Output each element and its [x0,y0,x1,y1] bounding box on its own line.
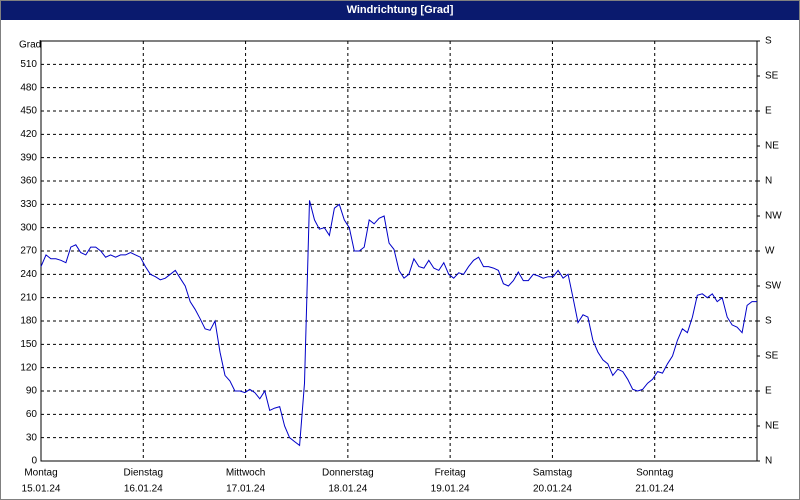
x-tick-label: Samstag [533,468,572,479]
y2-tick-label: NE [765,141,779,152]
x-date-label: 20.01.24 [533,484,572,495]
x-date-label: 19.01.24 [431,484,470,495]
y-axis-label: Grad [19,40,41,51]
y2-tick-label: S [765,316,772,327]
x-date-label: 21.01.24 [635,484,674,495]
y2-tick-label: W [765,246,775,257]
x-date-label: 18.01.24 [328,484,367,495]
y-tick-label: 150 [20,339,37,350]
data-line [40,200,757,447]
y2-tick-label: SE [765,71,779,82]
x-tick-label: Mittwoch [226,468,265,479]
y-tick-label: 210 [20,292,37,303]
title-bar: Windrichtung [Grad] [1,1,799,20]
y-tick-label: 240 [20,269,37,280]
x-date-label: 17.01.24 [226,484,265,495]
y2-tick-label: E [765,386,772,397]
y-tick-label: 330 [20,199,37,210]
x-tick-label: Donnerstag [322,468,374,479]
y-tick-label: 390 [20,152,37,163]
y2-tick-label: NE [765,421,779,432]
y2-tick-label: S [765,36,772,47]
y2-tick-label: SW [765,281,782,292]
y-tick-label: 90 [26,386,38,397]
x-tick-label: Sonntag [636,468,673,479]
y-tick-label: 360 [20,176,37,187]
y-tick-label: 450 [20,106,37,117]
x-date-label: 15.01.24 [22,484,61,495]
y-tick-label: 60 [26,409,38,420]
y-tick-label: 480 [20,82,37,93]
x-tick-label: Montag [24,468,57,479]
y2-tick-label: E [765,106,772,117]
x-tick-label: Freitag [435,468,466,479]
x-date-label: 16.01.24 [124,484,163,495]
y-tick-label: 0 [31,456,37,467]
x-tick-label: Dienstag [124,468,163,479]
y-tick-label: 300 [20,222,37,233]
y-tick-label: 510 [20,59,37,70]
y-tick-label: 120 [20,362,37,373]
y-tick-label: 30 [26,432,38,443]
y-tick-label: 270 [20,246,37,257]
y2-tick-label: N [765,176,772,187]
y2-tick-label: N [765,456,772,467]
y2-tick-label: NW [765,211,782,222]
y2-tick-label: SE [765,351,779,362]
y-tick-label: 420 [20,129,37,140]
y-tick-label: 180 [20,316,37,327]
